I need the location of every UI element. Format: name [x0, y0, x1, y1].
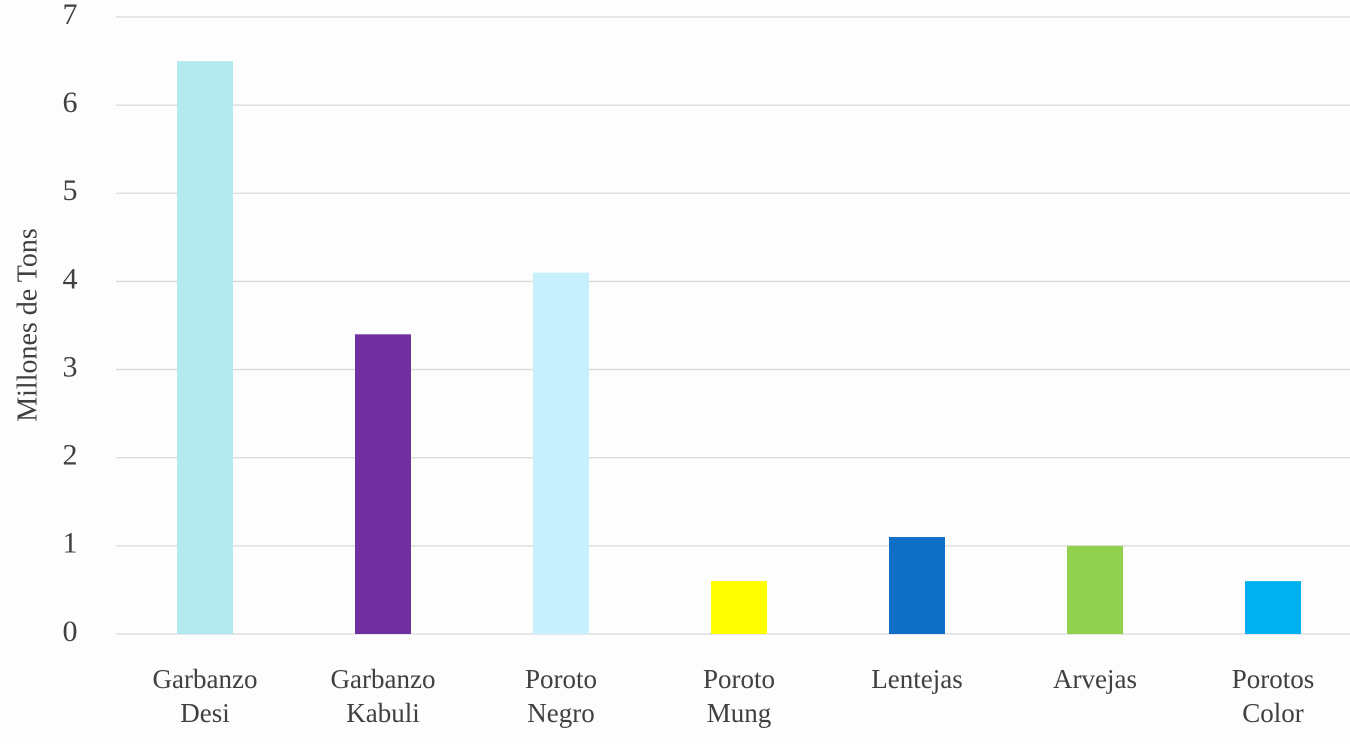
y-tick-label: 1 [63, 527, 78, 560]
bar [711, 581, 767, 634]
y-tick-label: 2 [63, 439, 78, 472]
y-axis-title: Millones de Tons [12, 228, 43, 422]
y-tick-label: 0 [63, 615, 78, 648]
y-tick-label: 6 [63, 86, 78, 119]
bar [177, 61, 233, 635]
x-tick-label: Poroto Negro [524, 664, 597, 728]
y-tick-label: 5 [63, 174, 78, 207]
bar [1245, 581, 1301, 634]
y-tick-label: 3 [63, 350, 78, 383]
x-tick-label: Arvejas [1053, 664, 1137, 694]
x-tick-label: Poroto Mung [702, 664, 775, 728]
x-tick-label: Garbanzo Desi [152, 664, 258, 728]
bar [533, 272, 589, 634]
bar [355, 334, 411, 634]
bar [889, 537, 945, 634]
x-tick-label: Lentejas [871, 664, 963, 694]
y-tick-label: 4 [63, 262, 78, 295]
y-tick-label: 7 [63, 0, 78, 31]
x-tick-label: Garbanzo Kabuli [330, 664, 436, 728]
bar [1067, 545, 1123, 634]
x-tick-label: Porotos Color [1231, 664, 1315, 728]
